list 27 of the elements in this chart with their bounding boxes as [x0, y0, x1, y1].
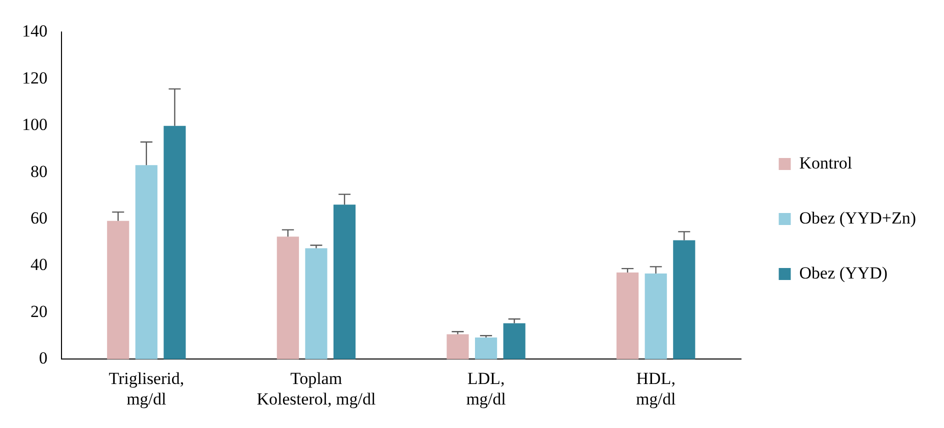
- y-tick-label: 20: [30, 302, 48, 321]
- bar: [305, 248, 328, 360]
- legend-label: Obez (YYD+Zn): [799, 208, 916, 228]
- bar: [673, 240, 696, 360]
- bar: [276, 236, 299, 360]
- bar: [333, 204, 356, 360]
- y-tick-label: 40: [30, 255, 48, 274]
- bar: [616, 272, 639, 360]
- y-tick-label: 0: [39, 348, 48, 368]
- legend-label: Obez (YYD): [799, 263, 888, 282]
- bar: [503, 323, 526, 360]
- y-tick-label: 60: [30, 208, 48, 228]
- bar: [644, 273, 667, 360]
- bar: [164, 126, 186, 360]
- x-tick-label: Trigliserid, mg/dl: [108, 368, 184, 408]
- x-tick-label: Toplam Kolesterol, mg/dl: [256, 368, 376, 408]
- y-tick-label: 100: [22, 115, 48, 134]
- bar: [107, 220, 130, 360]
- y-tick-label: 80: [30, 162, 48, 181]
- x-tick-label: HDL, mg/dl: [636, 368, 676, 408]
- y-tick-label: 120: [22, 68, 48, 88]
- y-tick-label: 140: [22, 22, 48, 41]
- legend-label: Kontrol: [799, 153, 852, 172]
- x-tick-label: LDL, mg/dl: [466, 368, 506, 408]
- bar: [135, 165, 158, 360]
- bar: [446, 334, 469, 360]
- bar: [475, 337, 498, 360]
